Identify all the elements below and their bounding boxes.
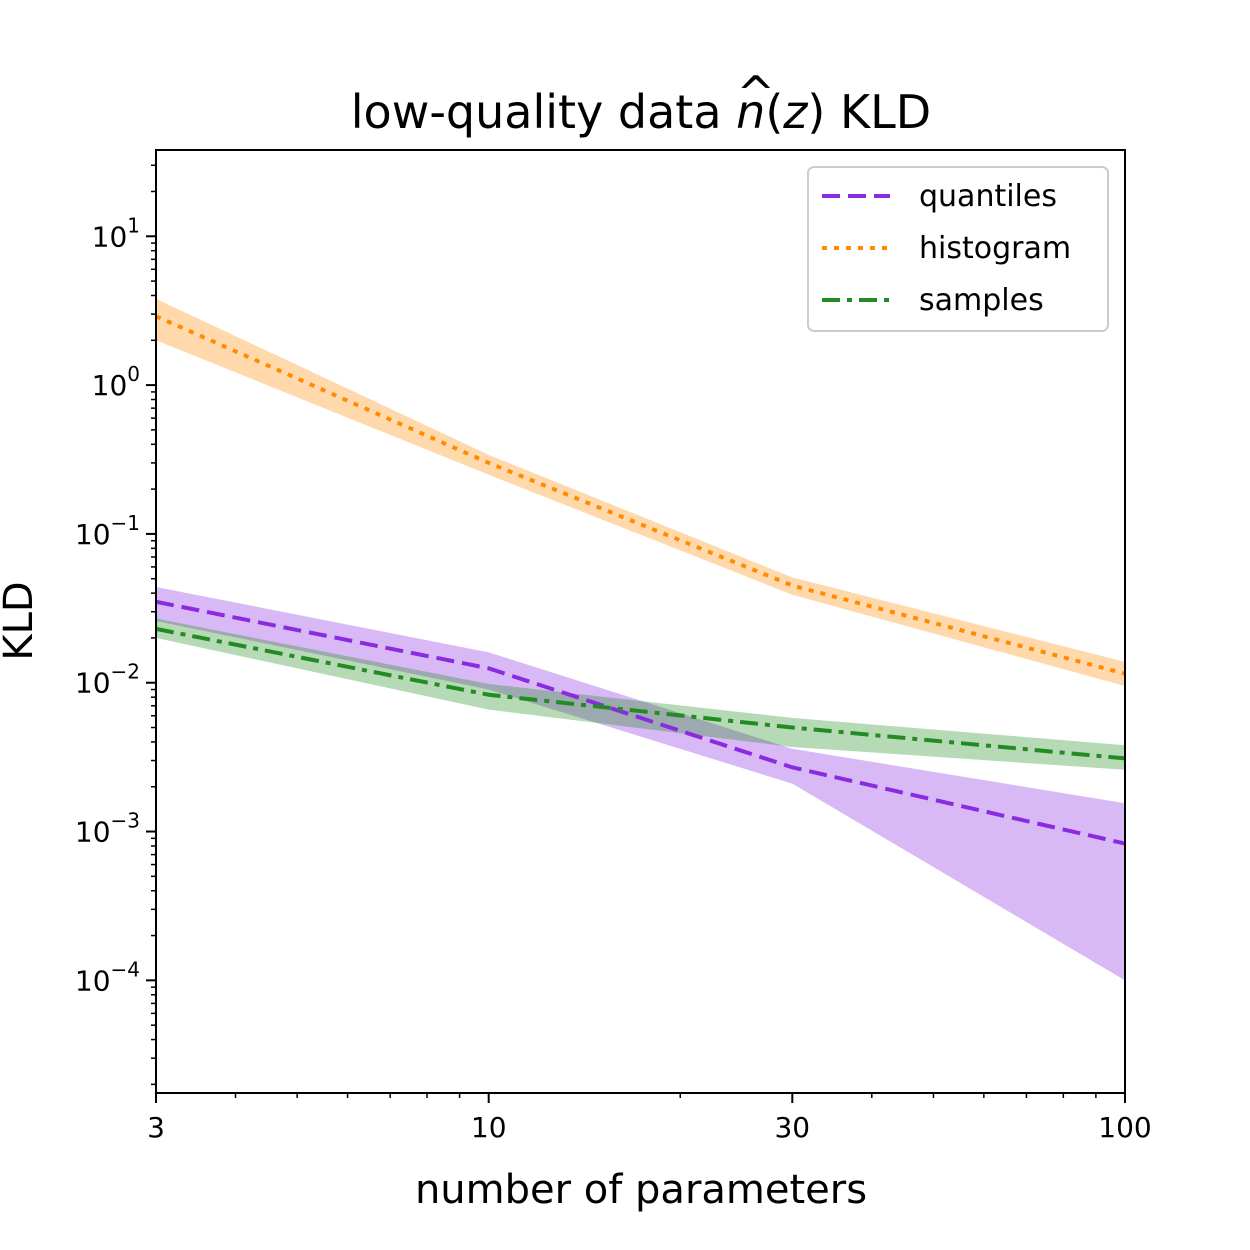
- x-tick-label: 3: [147, 1111, 165, 1144]
- x-axis-label: number of parameters: [415, 1167, 867, 1213]
- chart-title: low-quality data n(z) KLD: [351, 85, 931, 139]
- y-tick-label: 10−2: [75, 660, 140, 700]
- x-axis: 3 10 30 100: [147, 1093, 1152, 1144]
- y-tick-label: 101: [92, 213, 140, 253]
- legend-label-samples: samples: [919, 283, 1044, 318]
- y-tick-label: 10−3: [75, 809, 140, 849]
- line-samples: [155, 626, 1126, 761]
- x-tick-label: 10: [471, 1111, 507, 1144]
- legend-items: quantiles histogram samples: [822, 179, 1071, 318]
- y-tick-label: 100: [92, 362, 140, 402]
- legend-label-quantiles: quantiles: [919, 179, 1057, 214]
- title-hat: ^: [736, 66, 775, 120]
- plot-frame: [155, 149, 1126, 1094]
- line-histogram: [155, 314, 1126, 676]
- y-tick-label: 10−4: [75, 957, 140, 997]
- line-quantiles: [155, 599, 1126, 846]
- title-symbol: n: [736, 85, 765, 139]
- title-open-paren: (: [765, 85, 783, 139]
- x-tick-label: 100: [1098, 1111, 1151, 1144]
- band-histogram: [156, 298, 1125, 687]
- y-tick-label: 10−1: [75, 511, 140, 551]
- series-lines: [155, 314, 1126, 846]
- x-tick-label: 30: [774, 1111, 810, 1144]
- title-prefix: low-quality data: [351, 85, 736, 139]
- title-variable: z: [782, 85, 808, 139]
- legend-label-histogram: histogram: [919, 231, 1071, 266]
- band-quantiles: [156, 586, 1125, 981]
- legend-box: [807, 166, 1109, 332]
- title-close-paren: ): [807, 85, 825, 139]
- title-suffix: KLD: [825, 85, 931, 139]
- y-axis: 10−4 10−3 10−2 10−1 100 101: [75, 164, 156, 1086]
- y-axis-label: KLD: [0, 581, 42, 660]
- legend: quantiles histogram samples: [807, 166, 1109, 332]
- band-samples: [156, 618, 1125, 770]
- uncertainty-bands: [156, 298, 1125, 981]
